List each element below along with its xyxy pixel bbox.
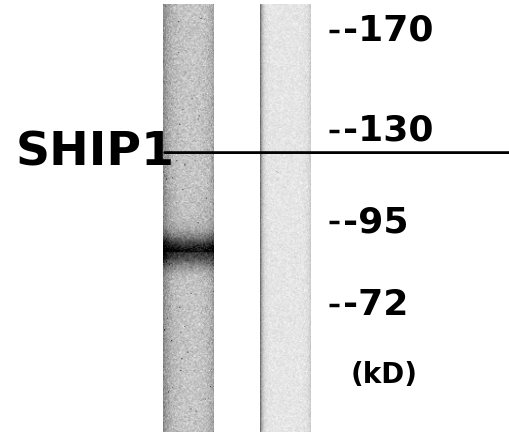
Text: -130: -130 bbox=[343, 114, 434, 148]
Text: (kD): (kD) bbox=[351, 361, 418, 389]
Text: -170: -170 bbox=[343, 14, 434, 48]
Text: -95: -95 bbox=[343, 205, 409, 239]
Text: -72: -72 bbox=[343, 288, 408, 322]
Text: SHIP1: SHIP1 bbox=[15, 130, 174, 175]
